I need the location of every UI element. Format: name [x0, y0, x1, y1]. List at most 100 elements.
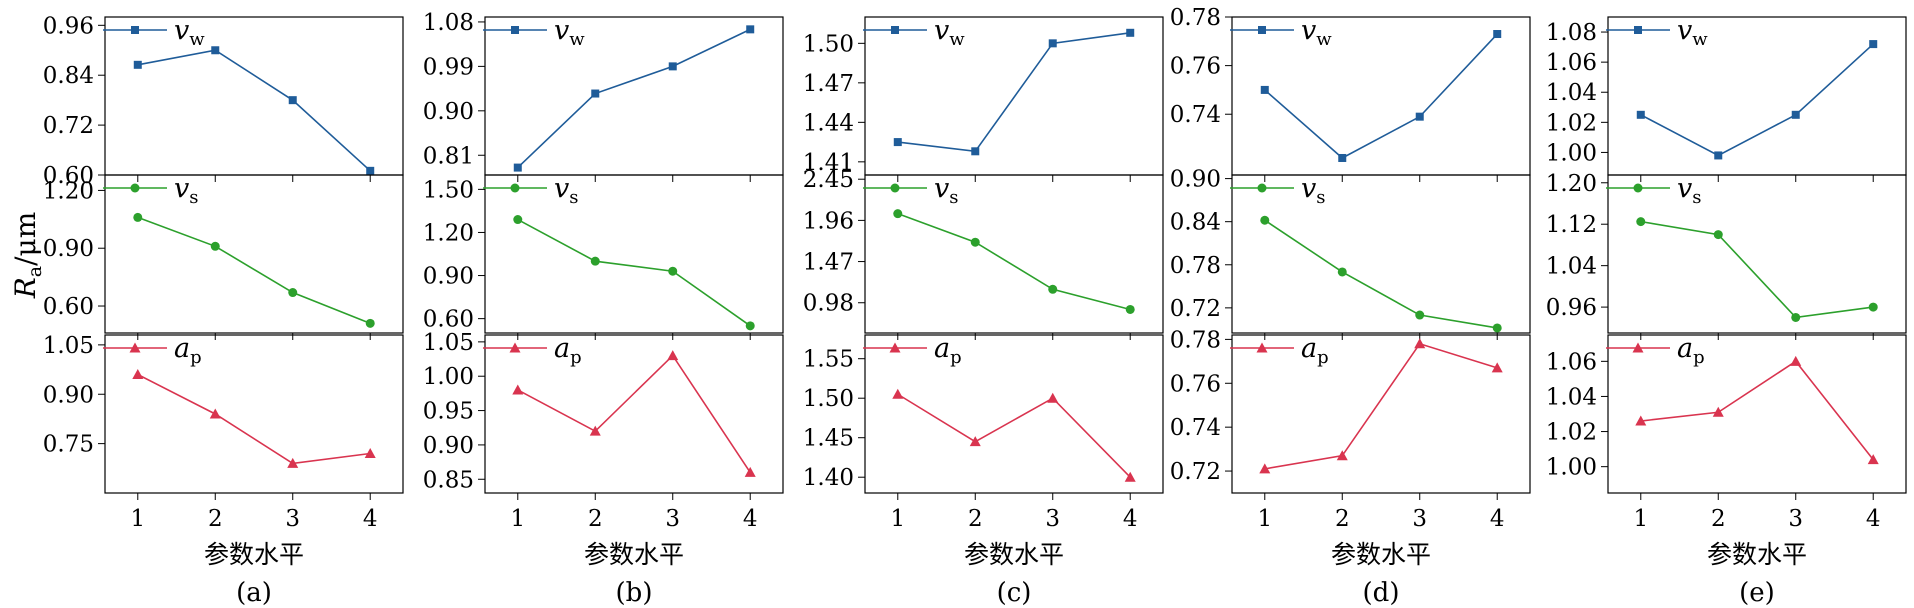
plot-frame — [484, 334, 784, 494]
y-tick-label: 1.00 — [1546, 140, 1597, 166]
y-tick-label: 1.04 — [1546, 254, 1597, 280]
x-tick-label: 3 — [1788, 506, 1803, 532]
x-axis-label: 参数水平 — [204, 540, 304, 569]
legend: ap — [863, 333, 962, 368]
x-tick-label: 4 — [363, 506, 378, 532]
data-point — [1491, 362, 1503, 373]
y-tick-label: 0.90 — [43, 236, 94, 262]
y-tick-label: 0.84 — [43, 63, 94, 89]
plot-frame — [484, 174, 784, 334]
y-tick-label: 1.02 — [1546, 110, 1597, 136]
data-point — [745, 321, 755, 331]
series-line — [517, 354, 751, 473]
y-tick-label: 0.60 — [423, 307, 474, 333]
y-tick-label: 1.12 — [1546, 212, 1597, 238]
legend-label: ap — [554, 333, 582, 368]
y-tick-label: 2.45 — [803, 167, 854, 193]
x-axis-label: 参数水平 — [1707, 540, 1807, 569]
y-tick-label: 0.78 — [1170, 327, 1221, 353]
subplot-1: 1.41 1.44 1.47 1.50 vw — [803, 15, 1164, 182]
legend-label: ap — [934, 333, 962, 368]
y-tick-label: 1.06 — [1546, 349, 1597, 375]
panel-2: 0.810.900.991.08 vw0.600.901.201.50 vs0.85… — [423, 10, 784, 608]
series-line — [1264, 342, 1498, 470]
data-point — [287, 457, 299, 468]
x-tick-label: 3 — [285, 506, 300, 532]
data-point — [133, 212, 143, 222]
legend-label-main: v — [174, 173, 189, 204]
legend-label-sub: s — [189, 187, 198, 208]
data-point — [1414, 338, 1426, 349]
series-line — [517, 28, 751, 169]
subplot-2: 0.60 0.90 1.20 vs — [43, 173, 404, 340]
legend-label-sub: w — [949, 29, 965, 50]
series-line — [897, 212, 1131, 311]
legend-label-sub: w — [1316, 29, 1332, 50]
data-point — [1336, 450, 1348, 461]
x-axis-label: 参数水平 — [584, 540, 684, 569]
y-tick-label: 1.40 — [803, 465, 854, 491]
data-point — [1635, 415, 1647, 426]
x-axis-label: 参数水平 — [1331, 540, 1431, 569]
plot-frame — [104, 334, 404, 494]
legend-marker — [890, 183, 900, 193]
data-point — [1790, 355, 1802, 366]
data-point — [893, 209, 903, 219]
x-tick-label: 2 — [1711, 506, 1726, 532]
data-point — [1867, 454, 1879, 465]
data-point — [893, 138, 902, 147]
legend-label-sub: p — [1693, 347, 1705, 368]
subplot-1: 1.00 1.02 1.04 1.06 1.08 vw — [1546, 15, 1907, 182]
y-tick-label: 1.41 — [803, 150, 854, 176]
data-point — [132, 369, 144, 379]
legend-label-main: a — [934, 333, 950, 364]
data-point — [1260, 215, 1270, 225]
legend-label-sub: p — [570, 347, 582, 368]
subplot-2: 0.98 1.47 1.96 2.45 vs — [803, 167, 1164, 340]
legend: vs — [863, 173, 959, 208]
y-tick-label: 0.90 — [423, 99, 474, 125]
x-tick-label: 1 — [510, 506, 525, 532]
subplot-3: 0.85 0.90 0.95 1.00 1.05 ap — [423, 330, 784, 500]
x-tick-label: 1 — [890, 506, 905, 532]
plot-frame — [1231, 334, 1531, 494]
legend-label: ap — [1301, 333, 1329, 368]
y-tick-label: 1.47 — [803, 71, 854, 97]
legend-marker — [130, 183, 140, 193]
x-axis-label: 参数水平 — [964, 540, 1064, 569]
legend: vs — [1606, 173, 1702, 208]
legend: ap — [1606, 333, 1705, 368]
legend-marker — [1632, 342, 1644, 353]
data-point — [210, 241, 220, 251]
data-point — [1713, 230, 1723, 240]
y-tick-label: 1.08 — [1546, 20, 1597, 46]
y-tick-label: 1.06 — [1546, 50, 1597, 76]
x-tick-label: 1 — [1257, 506, 1272, 532]
data-point — [1712, 406, 1724, 417]
y-tick-label: 0.60 — [43, 294, 94, 320]
data-point — [288, 288, 298, 298]
subplot-3: 0.72 0.74 0.76 0.78 ap — [1170, 327, 1531, 500]
legend-marker — [509, 342, 521, 353]
subplot-1: 0.60 0.72 0.84 0.96 vw — [43, 13, 404, 189]
y-tick-label: 1.05 — [423, 330, 474, 356]
y-tick-label: 0.90 — [43, 382, 94, 408]
data-point — [512, 384, 524, 395]
legend-label-main: v — [934, 173, 949, 204]
series-line — [1264, 33, 1498, 159]
data-point — [1048, 284, 1058, 294]
data-point — [1869, 40, 1878, 49]
data-point — [365, 318, 375, 328]
series-line — [137, 373, 371, 465]
data-point — [892, 388, 904, 399]
legend-label-sub: w — [189, 29, 205, 50]
x-tick-label: 4 — [1123, 506, 1138, 532]
y-tick-label: 1.04 — [1546, 80, 1597, 106]
panel-label: (e) — [1739, 578, 1775, 608]
series-line — [1264, 219, 1498, 329]
y-tick-label: 0.90 — [1170, 167, 1221, 193]
data-point — [366, 166, 375, 175]
x-tick-label: 1 — [1633, 506, 1648, 532]
panel-5: 1.001.021.041.061.08 vw0.961.041.121.20 vs… — [1546, 15, 1907, 608]
y-tick-label: 0.99 — [423, 54, 474, 80]
